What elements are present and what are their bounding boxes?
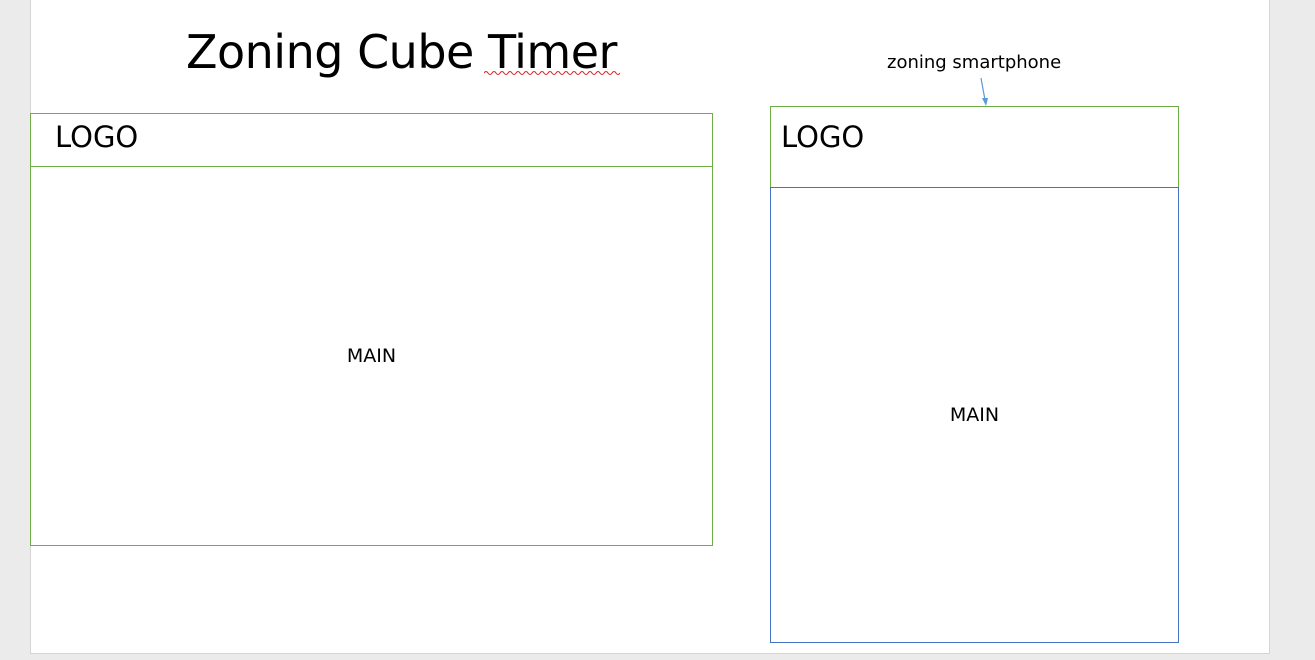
- spellcheck-underline: [484, 71, 620, 75]
- smartphone-main-zone: MAIN: [770, 187, 1179, 643]
- desktop-main-zone: MAIN: [30, 166, 713, 546]
- desktop-header-zone: LOGO: [30, 113, 713, 167]
- desktop-main-label: MAIN: [346, 345, 397, 367]
- smartphone-logo-label: LOGO: [781, 120, 865, 154]
- smartphone-main-label: MAIN: [949, 404, 1000, 426]
- desktop-logo-label: LOGO: [55, 120, 139, 154]
- smartphone-header-zone: LOGO: [770, 106, 1179, 188]
- callout-arrow-icon: [980, 77, 988, 106]
- smartphone-callout-label: zoning smartphone: [887, 52, 1062, 73]
- page-title: Zoning Cube Timer: [186, 25, 617, 79]
